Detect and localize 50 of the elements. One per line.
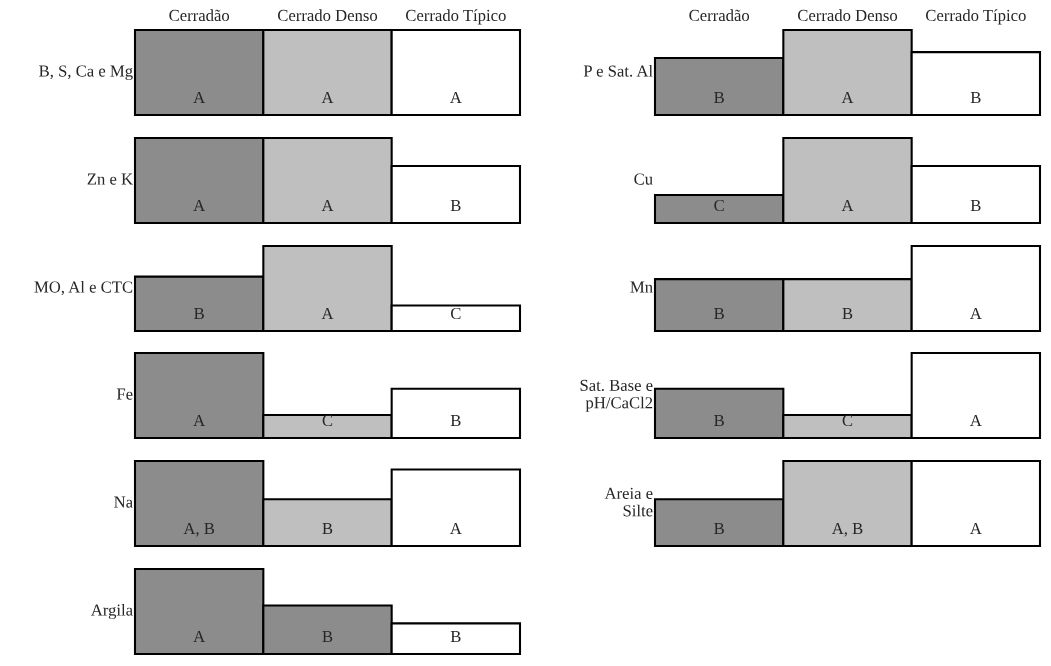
annotation: B (322, 631, 333, 642)
annotation: A (449, 522, 462, 534)
annotation: B (450, 631, 461, 642)
x-tick-label: Cerradão (689, 9, 750, 22)
x-tick-label: Cerrado Denso (277, 9, 378, 22)
annotation: A (193, 630, 206, 642)
annotation: A (969, 522, 982, 534)
annotation: A, B (183, 522, 215, 537)
annotation: B (842, 308, 853, 319)
annotation: A (321, 307, 334, 319)
annotation: A (193, 414, 206, 426)
y-axis-title: B, S, Ca e Mg (39, 65, 133, 81)
annotation: B (450, 200, 461, 211)
annotation: A (449, 91, 462, 103)
x-tick-label: Cerrado Típico (925, 9, 1026, 25)
y-axis-title: Cu (634, 173, 653, 185)
annotation: B (714, 92, 724, 103)
annotation: A (969, 414, 982, 426)
annotation: C (450, 307, 461, 320)
annotation: A (841, 199, 854, 211)
annotation: B (714, 308, 724, 319)
annotation: A (969, 307, 982, 319)
annotation: B (322, 523, 333, 534)
x-tick-label: Cerradão (169, 9, 230, 22)
annotation: B (450, 415, 461, 426)
annotation: A, B (831, 522, 863, 537)
y-axis-title: Sat. Base e pH/CaCl2 (580, 379, 653, 412)
annotation: B (970, 92, 981, 103)
y-axis-title: Argila (90, 603, 133, 620)
y-axis-title: Fe (116, 388, 133, 400)
annotation: A (193, 199, 206, 211)
y-axis-title: MO, Al e CTC (34, 280, 133, 296)
annotation: C (322, 414, 333, 427)
annotation: C (714, 199, 724, 212)
y-axis-title: Zn e K (87, 173, 133, 185)
annotation: A (193, 91, 206, 103)
annotation: A (321, 91, 334, 103)
annotation: B (194, 308, 204, 319)
annotation: B (714, 523, 724, 534)
y-axis-title: P e Sat. Al (583, 64, 653, 77)
y-axis-title: Areia e Silte (604, 487, 653, 517)
x-tick-label: Cerrado Típico (405, 9, 506, 25)
x-tick-label: Cerrado Denso (797, 9, 898, 22)
y-axis-title: Mn (630, 281, 653, 293)
annotation: B (714, 415, 724, 426)
annotation: C (842, 414, 853, 427)
annotation: A (321, 199, 334, 211)
annotation: A (841, 91, 854, 103)
y-axis-title: Na (114, 496, 133, 508)
annotation: B (970, 200, 981, 211)
